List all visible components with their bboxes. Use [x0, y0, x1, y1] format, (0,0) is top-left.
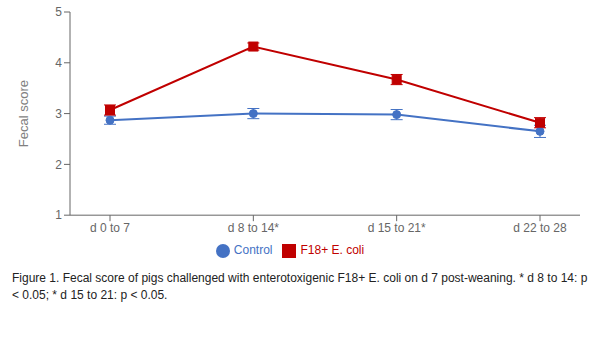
svg-text:3: 3 [55, 107, 62, 121]
svg-text:d 0 to 7: d 0 to 7 [90, 221, 130, 235]
svg-text:1: 1 [55, 208, 62, 222]
svg-text:d 22 to 28: d 22 to 28 [513, 221, 567, 235]
svg-text:2: 2 [55, 158, 62, 172]
svg-text:5: 5 [55, 5, 62, 19]
svg-text:4: 4 [55, 56, 62, 70]
svg-text:d 15 to 21*: d 15 to 21* [368, 221, 426, 235]
html-text:Control: Control [233, 243, 273, 258]
svg-text:d 8 to 14*: d 8 to 14* [228, 221, 280, 235]
html-text:Figure 1. Fecal score of pigs: Figure 1. Fecal score of pigs challenged… [12, 271, 588, 302]
svg-text:Fecal score: Fecal score [16, 80, 31, 147]
html-text:F18+ E. coli: F18+ E. coli [300, 243, 365, 258]
